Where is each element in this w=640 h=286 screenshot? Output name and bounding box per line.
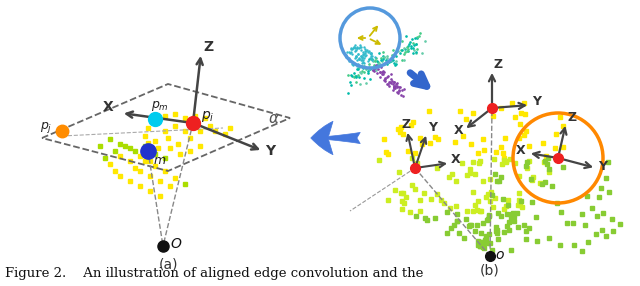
Text: (a): (a) <box>158 257 178 271</box>
Text: Y: Y <box>598 160 607 173</box>
Text: $p_i$: $p_i$ <box>201 109 214 124</box>
Text: (b): (b) <box>480 263 500 277</box>
Text: $p_j$: $p_j$ <box>40 120 52 135</box>
Text: Z: Z <box>203 40 213 54</box>
Text: X: X <box>454 124 463 137</box>
Text: $p_m$: $p_m$ <box>151 99 169 113</box>
Text: $m$: $m$ <box>153 154 166 167</box>
Text: Z: Z <box>494 58 503 71</box>
Text: X: X <box>516 144 525 157</box>
Text: Y: Y <box>428 121 437 134</box>
Text: X: X <box>451 153 461 166</box>
Text: $O$: $O$ <box>170 237 182 251</box>
Text: X: X <box>103 100 114 114</box>
Text: Z: Z <box>401 118 410 131</box>
Text: Y: Y <box>532 95 541 108</box>
Text: Z: Z <box>568 111 577 124</box>
Text: Y: Y <box>265 144 275 158</box>
Text: Figure 2.    An illustration of aligned edge convolution and the: Figure 2. An illustration of aligned edg… <box>5 267 424 280</box>
Text: $o$: $o$ <box>495 248 505 262</box>
Text: $\alpha$: $\alpha$ <box>268 111 280 126</box>
